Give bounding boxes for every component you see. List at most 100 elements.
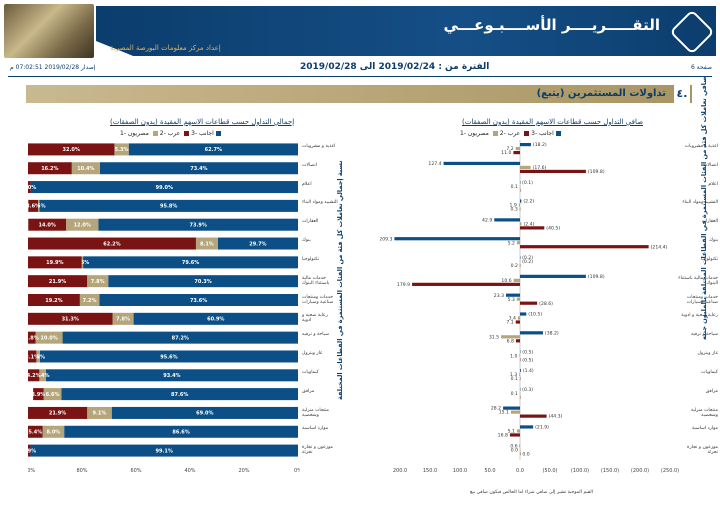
share-chart-legend: اجانب -3 عرب -2 مصريون -1 [120, 130, 223, 137]
share-bar [28, 181, 31, 194]
net-chart-legend: اجانب -3 عرب -2 مصريون -1 [460, 130, 563, 137]
net-data-label: (38.2) [545, 330, 559, 336]
net-bar [520, 368, 521, 373]
net-data-label: 5.3 [508, 297, 515, 303]
share-category-label: منتجات منزلية وشخصية [302, 407, 330, 418]
share-data-label: 19.2% [45, 298, 62, 304]
legend-foreign: اجانب -3 [531, 130, 554, 137]
legend-egy: مصريون -1 [120, 130, 149, 137]
share-data-label: 73.4% [190, 166, 207, 172]
share-category-label: خدمات ومنتجات صناعية وسيارات [302, 294, 334, 305]
share-x-tick: 0% [294, 468, 300, 474]
net-data-label: (0.5) [522, 349, 533, 355]
header-divider [8, 76, 712, 77]
net-data-label: (109.8) [588, 169, 605, 175]
net-data-label: 0.0 [511, 447, 518, 453]
share-bar [99, 162, 298, 175]
share-x-tick: 100% [28, 468, 35, 474]
net-category-label: خدمات ومنتجات صناعية وسيارات [686, 294, 718, 305]
share-category-label: التشييد ومواد البناء [302, 200, 338, 206]
legend-arab-swatch [152, 131, 158, 136]
share-bar [81, 256, 84, 269]
section-title: تداولات المستثمرين (يتبع) [536, 88, 666, 99]
net-data-label: (40.5) [546, 225, 560, 231]
net-bar [520, 301, 538, 305]
share-bar [28, 237, 196, 250]
share-bar [33, 388, 44, 401]
share-category-label: غاز وبترول [302, 351, 323, 357]
net-data-label: 15.1 [499, 410, 509, 416]
net-data-label: (214.4) [651, 244, 668, 250]
legend-arab: عرب -2 [499, 130, 521, 137]
net-bar [516, 429, 520, 433]
share-data-label: 62.7% [205, 147, 222, 153]
share-data-label: 3.9% [31, 392, 45, 398]
net-bar [516, 297, 520, 301]
share-data-label: 7.2% [83, 298, 97, 304]
net-data-label: 179.9 [397, 282, 410, 288]
net-bar [518, 203, 520, 207]
share-bar [28, 275, 88, 288]
share-bar [64, 425, 299, 438]
net-bar [520, 165, 531, 170]
net-bar [394, 237, 520, 241]
report-title: التقـــــريــــر الأســــبـوعـــي [443, 16, 660, 34]
net-bar [509, 433, 520, 437]
net-bar [501, 335, 520, 339]
net-chart-footnote: القيم الموجبة تشير إلى صافي شراء اما الح… [470, 490, 593, 495]
net-bar [520, 425, 534, 429]
share-category-label: اتصالات [302, 162, 317, 168]
legend-egy-swatch [215, 131, 221, 136]
net-data-label: 0.3 [511, 207, 518, 213]
net-category-label: اعلام [708, 181, 718, 187]
share-data-label: 0.5% [32, 204, 46, 210]
share-bar [114, 143, 129, 156]
net-data-label: (0.5) [522, 357, 533, 363]
net-category-label: خدمات مالية باستثناء البنوك [678, 275, 718, 286]
share-bar [39, 199, 299, 212]
share-data-label: 99.0% [156, 185, 173, 191]
net-data-label: 10.6 [501, 278, 511, 284]
net-x-tick: (150.0) [601, 468, 619, 474]
net-x-tick: (200.0) [631, 468, 649, 474]
net-bar [520, 274, 586, 278]
net-category-label: منتجات منزلية وشخصية [690, 407, 718, 418]
net-data-label: 5.2 [508, 240, 515, 246]
share-bar [133, 312, 298, 325]
share-bar [128, 143, 298, 156]
net-data-label: (10.5) [528, 312, 542, 318]
share-x-tick: 60% [130, 468, 141, 474]
net-bar [494, 218, 520, 222]
share-category-label: اعلام [302, 181, 312, 187]
issue-date: إصدار 2019/02/28 07:02:51 م [10, 64, 96, 71]
share-data-label: 31.3% [62, 317, 79, 323]
share-category-label: مرافق [302, 388, 315, 394]
share-data-label: 86.6% [172, 430, 189, 436]
net-category-label: العقارات [701, 219, 718, 225]
net-bar [412, 282, 520, 286]
net-category-label: رعاية صحية و ادوية [681, 313, 718, 319]
share-data-label: 60.9% [207, 317, 224, 323]
share-bar [43, 388, 62, 401]
net-bar [510, 410, 520, 414]
net-category-label: اغذية و مشروبات [684, 144, 718, 149]
net-bar [515, 147, 520, 151]
share-data-label: 29.7% [249, 241, 266, 247]
net-data-label: 6.8 [507, 338, 514, 344]
net-bar [516, 241, 520, 245]
net-data-label: 28.2 [491, 406, 501, 412]
net-data-label: (0.2) [522, 255, 533, 261]
share-bar [71, 162, 100, 175]
share-data-label: 95.6% [160, 354, 177, 360]
net-data-label: 42.9 [482, 217, 492, 223]
share-bar [62, 331, 299, 344]
share-data-label: 0.9% [28, 448, 36, 454]
net-data-label: 7.2 [506, 146, 513, 152]
share-data-label: 95.8% [160, 204, 177, 210]
legend-foreign: اجانب -3 [191, 130, 214, 137]
net-data-label: (17.6) [533, 165, 547, 171]
share-data-label: 10.4% [77, 166, 94, 172]
share-data-label: 32.0% [63, 147, 80, 153]
share-data-label: 6.6% [46, 392, 60, 398]
net-data-label: (44.3) [549, 414, 563, 420]
